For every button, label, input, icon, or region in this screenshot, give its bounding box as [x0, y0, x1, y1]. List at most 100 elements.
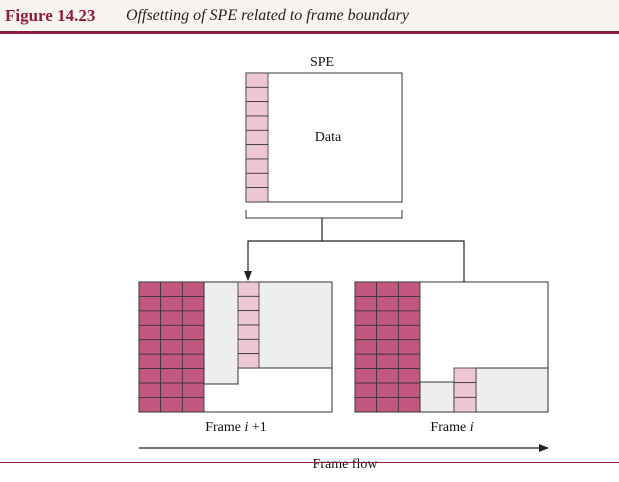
- spe-bracket: [245, 210, 403, 219]
- frame-i-plus-1-overhead-cell: [138, 382, 162, 398]
- frame-i-plus-1-overhead-cell: [138, 339, 162, 355]
- frame-i-overhead-cell: [354, 310, 378, 326]
- arrow-to-frame-i-plus-1: [244, 218, 323, 281]
- footer-rule: [0, 462, 619, 463]
- frame-i-plus-1-poh-cell: [237, 310, 260, 326]
- figure-header: Figure 14.23 Offsetting of SPE related t…: [0, 0, 619, 30]
- frame-i-label: Frame i: [430, 420, 473, 435]
- frame-flow-label: Frame flow: [313, 457, 379, 472]
- figure-title: Offsetting of SPE related to frame bound…: [126, 7, 409, 24]
- spe-poh-cell: [245, 72, 269, 88]
- frame-i-plus-1-overhead-cell: [181, 324, 205, 341]
- spe-poh-cell: [245, 86, 269, 103]
- spe-path-overhead-column: [245, 72, 269, 203]
- frame-i-plus-1-overhead-cell: [160, 296, 183, 312]
- spe-poh-cell: [245, 129, 269, 146]
- frame-i-overhead-cell: [354, 382, 378, 398]
- spe-poh-cell: [245, 115, 269, 131]
- frame-i-overhead-cell: [397, 324, 421, 341]
- frame-i-plus-1-overhead-cell: [160, 339, 183, 355]
- frame-i-plus-1-overhead-cell: [138, 281, 162, 297]
- frame-i-plus-1-overhead-cell: [138, 368, 162, 384]
- frame-i-payload-right: [475, 367, 549, 413]
- frame-i-label-prefix: Frame: [430, 420, 469, 435]
- frame-i-plus-1-overhead-cell: [181, 296, 205, 312]
- frame-i-plus-1-poh-cell: [237, 295, 260, 312]
- frame-i-plus-1-overhead-cell: [160, 281, 183, 297]
- frame-i-plus-1-overhead-cell: [181, 368, 205, 384]
- frame-i-overhead-cell: [354, 368, 378, 384]
- frame-i-overhead-cell: [397, 296, 421, 312]
- spe-box: [245, 72, 403, 203]
- frame-i-plus-1-poh-cell: [237, 281, 260, 297]
- spe-poh-cell: [245, 158, 269, 174]
- frame-i-plus-1-overhead-cell: [181, 353, 205, 370]
- figure-number: Figure 14.23: [5, 6, 96, 25]
- frame-i-plus-1-transport-overhead: [138, 281, 205, 413]
- frame-i-plus-1-overhead-cell: [138, 296, 162, 312]
- spe-poh-cell: [245, 144, 269, 160]
- frame-i-label-var: i: [470, 420, 474, 435]
- frame-i-plus-1-poh-cell: [237, 324, 260, 340]
- frame-i-plus-1-overhead-cell: [138, 324, 162, 341]
- spe-poh-cell: [245, 187, 269, 203]
- frame-i-plus-1-label-prefix: Frame: [205, 420, 244, 435]
- frame-i-plus-1-poh-cell: [237, 338, 260, 355]
- frame-i-plus-1-overhead-cell: [181, 339, 205, 355]
- frame-i-plus-1-overhead-cell: [160, 324, 183, 341]
- frame-i-overhead-cell: [354, 397, 378, 413]
- frame-i-plus-1-label: Frame i +1: [205, 420, 267, 435]
- frame-i-plus-1-label-suffix: +1: [248, 420, 266, 435]
- frame-i-plus-1: [138, 281, 333, 413]
- frame-i-plus-1-overhead-cell: [181, 397, 205, 413]
- frame-i-overhead-cell: [397, 368, 421, 384]
- frame-i-plus-1-path-overhead: [237, 281, 260, 369]
- frame-i-plus-1-overhead-cell: [138, 397, 162, 413]
- frame-i-overhead-cell: [376, 339, 399, 355]
- frame-i-plus-1-overhead-cell: [160, 397, 183, 413]
- frame-i-plus-1-overhead-cell: [181, 310, 205, 326]
- frame-i-overhead-cell: [376, 368, 399, 384]
- frame-i-poh-cell: [453, 382, 477, 398]
- frame-i-plus-1-overhead-cell: [181, 281, 205, 297]
- frame-i-poh-cell: [453, 367, 477, 384]
- frame-i-overhead-cell: [397, 353, 421, 370]
- spe-poh-cell: [245, 172, 269, 189]
- frame-i-plus-1-overhead-cell: [138, 310, 162, 326]
- frame-i-overhead-cell: [354, 339, 378, 355]
- frame-i-poh-cell: [453, 396, 477, 413]
- frame-i: [354, 281, 549, 413]
- frame-i-plus-1-overhead-cell: [138, 353, 162, 370]
- frame-i-overhead-cell: [376, 353, 399, 370]
- frame-i-payload-left: [419, 381, 455, 413]
- frame-i-overhead-cell: [397, 310, 421, 326]
- frame-i-overhead-cell: [397, 382, 421, 398]
- frame-i-overhead-cell: [354, 281, 378, 297]
- frame-i-overhead-cell: [397, 339, 421, 355]
- frame-i-overhead-cell: [376, 281, 399, 297]
- frame-i-plus-1-overhead-cell: [160, 353, 183, 370]
- header-rule: [0, 31, 619, 34]
- spe-label: SPE: [310, 55, 334, 70]
- frame-i-overhead-cell: [376, 324, 399, 341]
- frame-i-transport-overhead: [354, 281, 421, 413]
- frame-i-overhead-cell: [376, 397, 399, 413]
- frame-i-overhead-cell: [376, 296, 399, 312]
- frame-i-plus-1-overhead-cell: [181, 382, 205, 398]
- frame-i-overhead-cell: [397, 397, 421, 413]
- frame-i-overhead-cell: [354, 353, 378, 370]
- frame-i-plus-1-overhead-cell: [160, 382, 183, 398]
- frame-i-plus-1-poh-cell: [237, 353, 260, 369]
- frame-i-overhead-cell: [376, 310, 399, 326]
- spe-poh-cell: [245, 101, 269, 117]
- frame-i-overhead-cell: [354, 296, 378, 312]
- frame-i-path-overhead: [453, 367, 477, 413]
- frame-i-overhead-cell: [376, 382, 399, 398]
- frame-i-plus-1-overhead-cell: [160, 368, 183, 384]
- frame-i-plus-1-label-var: i: [244, 420, 248, 435]
- frame-i-plus-1-overhead-cell: [160, 310, 183, 326]
- frame-i-overhead-cell: [397, 281, 421, 297]
- frame-i-overhead-cell: [354, 324, 378, 341]
- spe-data-label: Data: [315, 130, 342, 145]
